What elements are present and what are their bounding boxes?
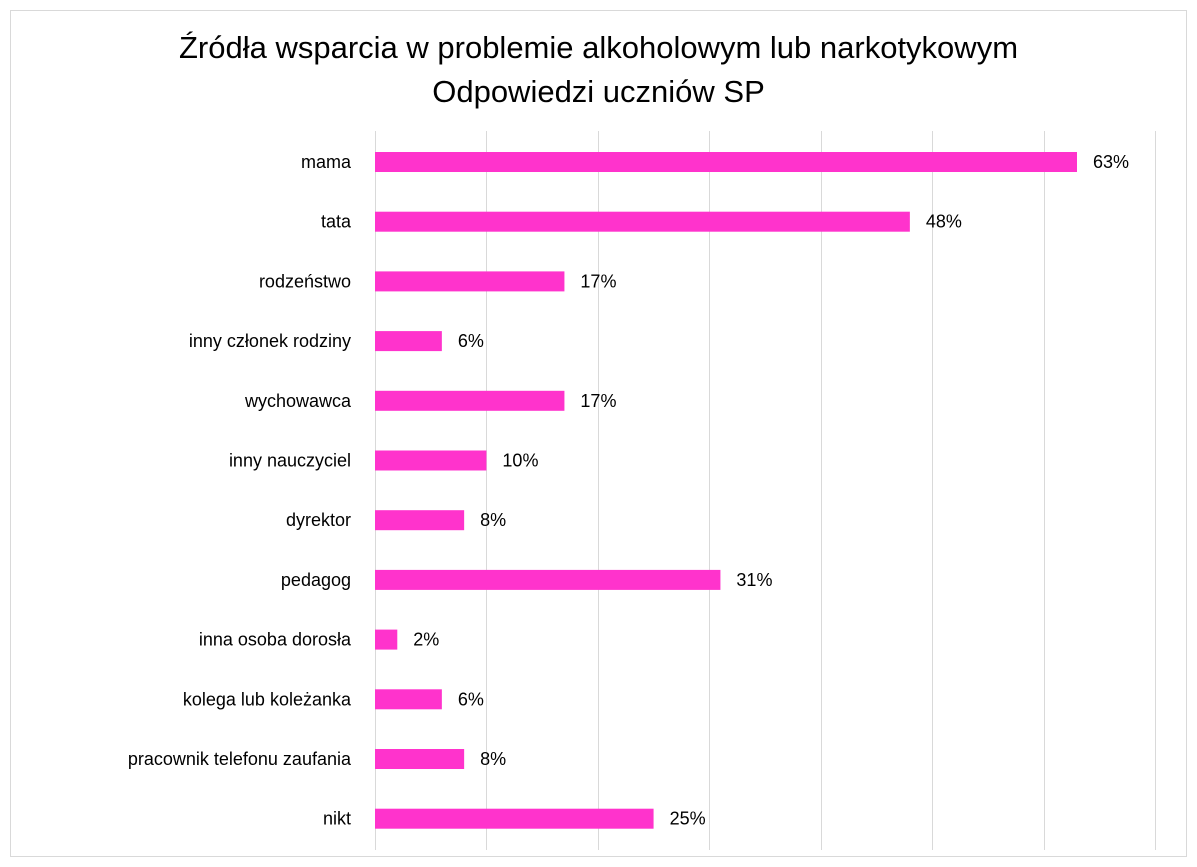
chart-title-line: Źródła wsparcia w problemie alkoholowym … [178, 30, 1019, 65]
category-label: tata [321, 212, 352, 232]
category-label: dyrektor [286, 510, 351, 530]
category-label: inny członek rodziny [189, 331, 351, 351]
bar [375, 749, 465, 769]
bar [375, 450, 487, 471]
bar [375, 152, 1077, 172]
category-label: nikt [323, 809, 351, 829]
chart-subtitle-line: Odpowiedzi uczniów SP [432, 74, 765, 109]
bars [375, 152, 1077, 829]
bar [375, 510, 465, 531]
bar [375, 271, 565, 292]
data-label: 8% [480, 749, 506, 769]
labels: mama 63% tata 48% rodzeństwo 17% inny członek … [128, 152, 1129, 829]
data-label: 25% [670, 809, 706, 829]
gridlines [375, 131, 1156, 850]
category-label: wychowawca [244, 391, 352, 411]
data-label: 31% [736, 570, 772, 590]
category-label: pracownik telefonu zaufania [128, 749, 352, 769]
bar [375, 390, 565, 411]
bar [375, 569, 721, 590]
bar [375, 629, 398, 650]
data-label: 63% [1093, 152, 1129, 172]
bar [375, 211, 910, 232]
data-label: 2% [413, 630, 439, 650]
data-label: 17% [580, 271, 616, 291]
category-label: pedagog [281, 570, 351, 590]
bar [375, 689, 442, 710]
data-label: 6% [458, 331, 484, 351]
category-label: kolega lub koleżanka [183, 689, 352, 709]
data-label: 48% [926, 212, 962, 232]
category-label: inna osoba dorosła [199, 630, 352, 650]
data-label: 10% [502, 451, 538, 471]
chart-title: Źródła wsparcia w problemie alkoholowym … [0, 26, 1197, 114]
data-label: 17% [580, 391, 616, 411]
category-label: inny nauczyciel [229, 451, 351, 471]
category-label: mama [301, 152, 352, 172]
bar [375, 808, 654, 829]
bar [375, 331, 442, 352]
category-label: rodzeństwo [259, 271, 351, 291]
data-label: 8% [480, 510, 506, 530]
data-label: 6% [458, 689, 484, 709]
